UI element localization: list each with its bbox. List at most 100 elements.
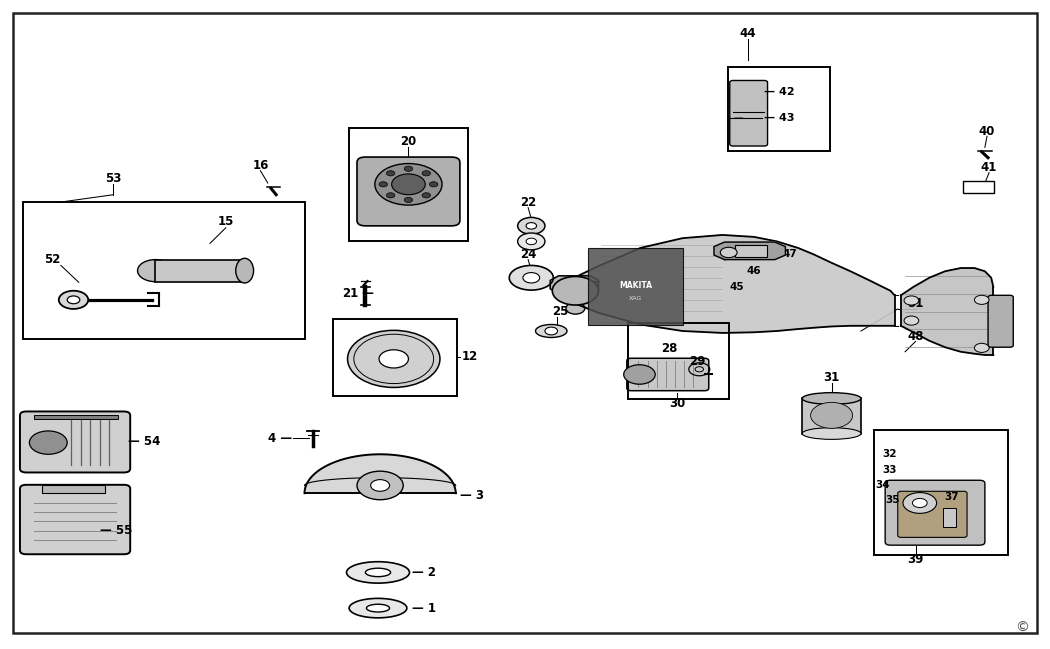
- Ellipse shape: [802, 393, 861, 404]
- Text: 36: 36: [905, 495, 920, 505]
- Text: 12: 12: [462, 350, 478, 363]
- Circle shape: [526, 238, 537, 245]
- Circle shape: [523, 273, 540, 283]
- Text: 24: 24: [520, 248, 537, 261]
- Ellipse shape: [536, 324, 567, 337]
- Text: 47: 47: [782, 249, 797, 260]
- Text: 53: 53: [105, 172, 122, 185]
- Circle shape: [974, 295, 989, 304]
- Circle shape: [357, 471, 403, 500]
- Text: 15: 15: [217, 215, 234, 228]
- Ellipse shape: [366, 604, 390, 612]
- Bar: [155, 260, 243, 282]
- Text: — 1: — 1: [412, 602, 436, 615]
- Text: 40: 40: [979, 125, 995, 138]
- Polygon shape: [550, 276, 598, 293]
- Text: — 54: — 54: [128, 435, 161, 448]
- Text: XAG: XAG: [629, 296, 642, 301]
- Ellipse shape: [811, 402, 853, 428]
- Text: 41: 41: [981, 161, 998, 174]
- Circle shape: [422, 171, 430, 176]
- Bar: [34, 415, 118, 419]
- Text: 39: 39: [907, 553, 924, 566]
- Ellipse shape: [552, 276, 598, 305]
- Bar: [963, 181, 994, 193]
- Circle shape: [379, 182, 387, 187]
- Bar: [802, 398, 861, 434]
- Text: 26: 26: [583, 280, 600, 293]
- Text: 51: 51: [907, 297, 924, 310]
- Bar: [943, 508, 956, 527]
- Bar: [874, 430, 1008, 555]
- Text: — 42: — 42: [764, 87, 795, 97]
- Text: 31: 31: [823, 371, 840, 384]
- FancyBboxPatch shape: [988, 295, 1013, 347]
- Text: 20: 20: [400, 135, 417, 148]
- FancyBboxPatch shape: [20, 485, 130, 554]
- Text: 32: 32: [882, 449, 897, 459]
- Polygon shape: [575, 235, 895, 333]
- Bar: [735, 245, 766, 257]
- FancyBboxPatch shape: [627, 358, 709, 391]
- Circle shape: [526, 223, 537, 229]
- Polygon shape: [304, 454, 456, 493]
- FancyBboxPatch shape: [898, 491, 967, 537]
- Circle shape: [903, 493, 937, 513]
- Text: 34: 34: [876, 480, 890, 491]
- Text: 22: 22: [520, 196, 537, 209]
- Text: — 3: — 3: [460, 489, 484, 502]
- Text: — 55: — 55: [100, 524, 132, 537]
- Polygon shape: [901, 268, 993, 355]
- Text: 35: 35: [885, 495, 900, 505]
- Bar: [23, 202, 304, 339]
- FancyBboxPatch shape: [20, 411, 130, 472]
- Text: 52: 52: [44, 253, 61, 266]
- Circle shape: [371, 480, 390, 491]
- Circle shape: [422, 193, 430, 198]
- Circle shape: [720, 247, 737, 258]
- Text: 29: 29: [689, 355, 706, 368]
- Ellipse shape: [235, 258, 254, 283]
- Text: 28: 28: [660, 342, 677, 355]
- Text: 48: 48: [907, 330, 924, 343]
- Text: — 2: — 2: [412, 566, 436, 579]
- Text: —: —: [358, 287, 374, 300]
- Text: 44: 44: [739, 27, 756, 40]
- Circle shape: [392, 174, 425, 195]
- Circle shape: [518, 217, 545, 234]
- Circle shape: [375, 164, 442, 205]
- Circle shape: [379, 350, 408, 368]
- Text: 4 —: 4 —: [268, 432, 292, 445]
- Text: 37: 37: [944, 492, 959, 502]
- Circle shape: [518, 233, 545, 250]
- Circle shape: [904, 296, 919, 305]
- Text: — 43: — 43: [764, 113, 795, 123]
- Circle shape: [624, 365, 655, 384]
- Text: 45: 45: [730, 282, 744, 292]
- Ellipse shape: [346, 561, 410, 583]
- Text: 16: 16: [252, 159, 269, 172]
- Polygon shape: [714, 242, 785, 260]
- Text: 46: 46: [747, 266, 761, 276]
- Circle shape: [404, 166, 413, 171]
- Circle shape: [138, 260, 173, 282]
- Bar: [42, 485, 105, 493]
- Circle shape: [566, 302, 585, 314]
- FancyBboxPatch shape: [885, 480, 985, 545]
- Circle shape: [912, 498, 927, 508]
- Ellipse shape: [349, 598, 407, 618]
- Text: ©: ©: [1014, 620, 1029, 635]
- Circle shape: [67, 296, 80, 304]
- Bar: [728, 67, 830, 151]
- FancyBboxPatch shape: [357, 157, 460, 226]
- Ellipse shape: [365, 569, 391, 577]
- Circle shape: [348, 330, 440, 387]
- Text: 30: 30: [669, 397, 686, 410]
- Circle shape: [545, 327, 558, 335]
- Text: 25: 25: [552, 305, 569, 318]
- Ellipse shape: [509, 265, 553, 290]
- Text: MAKITA: MAKITA: [618, 281, 652, 290]
- Circle shape: [974, 343, 989, 352]
- Circle shape: [429, 182, 438, 187]
- Circle shape: [904, 316, 919, 325]
